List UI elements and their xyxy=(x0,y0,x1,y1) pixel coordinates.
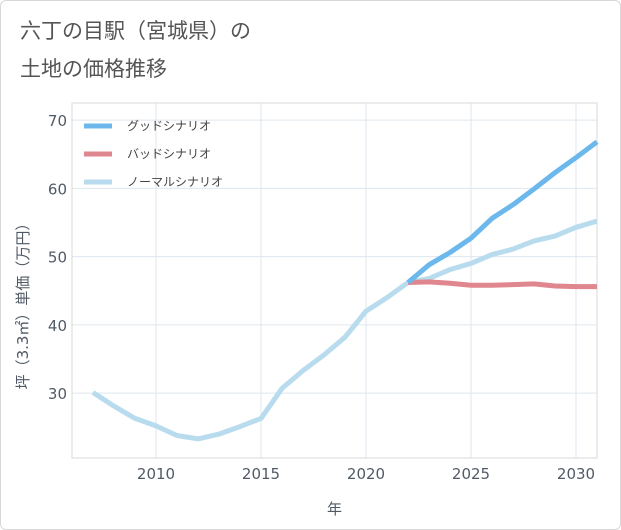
y-tick-label: 40 xyxy=(48,317,67,335)
x-tick-label: 2010 xyxy=(137,465,175,483)
y-tick-label: 60 xyxy=(48,180,67,198)
y-axis-label: 坪（3.3㎡）単価（万円） xyxy=(14,216,32,390)
series-line-0 xyxy=(406,139,599,285)
legend-label: ノーマルシナリオ xyxy=(127,175,223,189)
legend-label: バッドシナリオ xyxy=(127,147,211,161)
chart-title: 六丁の目駅（宮城県）の 土地の価格推移 xyxy=(20,19,251,81)
x-axis-label: 年 xyxy=(327,500,342,518)
y-tick-label: 50 xyxy=(48,249,67,267)
series-line-2 xyxy=(91,218,598,442)
y-tick-label: 30 xyxy=(48,385,67,403)
legend-label: グッドシナリオ xyxy=(127,119,211,133)
x-tick-label: 2030 xyxy=(557,465,595,483)
y-tick-label: 70 xyxy=(48,112,67,130)
x-tick-label: 2020 xyxy=(347,465,385,483)
x-tick-label: 2015 xyxy=(242,465,280,483)
grid xyxy=(72,103,597,458)
series-group xyxy=(91,139,599,442)
x-tick-label: 2025 xyxy=(452,465,490,483)
tick-labels: 2010 2015 2020 2025 2030 30 40 50 60 70 xyxy=(48,112,595,483)
plot-border xyxy=(71,102,598,459)
series-line-1 xyxy=(407,279,597,290)
